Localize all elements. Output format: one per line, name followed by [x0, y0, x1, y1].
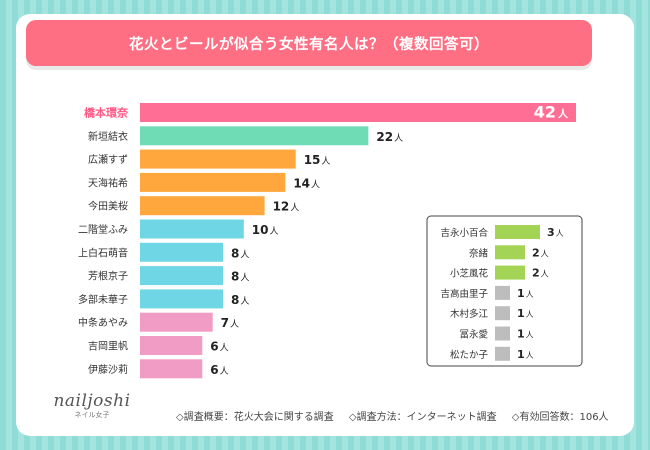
inset-bar — [495, 265, 525, 280]
bar — [140, 336, 203, 355]
bar-value-label: 10人 — [252, 223, 279, 237]
bar — [140, 149, 296, 169]
bar-value-label: 6人 — [210, 363, 228, 377]
inset-bar — [495, 326, 510, 341]
bar — [140, 172, 286, 192]
footer-method: ◇調査方法：インターネット調査 — [348, 412, 497, 423]
bar-value-label: 42 人 — [534, 103, 569, 122]
bar-label: 多部未華子 — [78, 293, 128, 306]
inset-bar-value-label: 1人 — [517, 307, 534, 320]
bar — [140, 103, 576, 122]
inset-bar-label: 吉高由里子 — [440, 288, 488, 300]
bar — [140, 242, 224, 262]
inset-bar-label: 吉永小百合 — [440, 227, 488, 239]
bar-label: 今田美桜 — [88, 200, 128, 213]
inset-bar — [495, 225, 540, 239]
bar-label: 芳根京子 — [88, 270, 128, 283]
bar-label: 中条あやみ — [78, 316, 128, 329]
bar-value-label: 14人 — [293, 176, 320, 190]
inset-bar-value-label: 1人 — [517, 348, 534, 361]
footer: ◇調査概要：花火大会に関する調査 ◇調査方法：インターネット調査 ◇有効回答数：… — [176, 408, 621, 423]
inset-bar-value-label: 1人 — [517, 287, 534, 300]
footer-overview: ◇調査概要：花火大会に関する調査 — [176, 412, 334, 423]
inset-bar — [495, 285, 510, 300]
logo-subtext: ネイル女子 — [74, 411, 110, 419]
inset-bar-value-label: 3人 — [547, 226, 564, 239]
inset-bar-value-label: 2人 — [532, 267, 549, 280]
bar-value-label: 6人 — [210, 340, 228, 354]
bar-value-label: 22人 — [376, 130, 403, 144]
bar — [140, 196, 265, 216]
inset-bar — [495, 245, 525, 260]
bar-value-label: 8人 — [231, 293, 249, 307]
bar — [140, 266, 224, 286]
bar — [140, 312, 213, 332]
bar-label: 上白石萌音 — [78, 246, 128, 259]
bar-value-label: 15人 — [304, 153, 331, 167]
bar — [140, 289, 224, 309]
bar — [140, 219, 244, 239]
bar-value-label: 7人 — [221, 316, 239, 330]
inset-bar-label: 奈緒 — [469, 247, 489, 259]
bar-label: 吉岡里帆 — [88, 340, 128, 353]
bar-value-label: 8人 — [231, 246, 249, 260]
inset-bar-label: 小芝風花 — [450, 268, 489, 280]
bar-label: 広瀬すず — [88, 153, 128, 166]
inset-bar — [495, 346, 510, 361]
bar-value-label: 8人 — [231, 270, 249, 284]
chart-title: 花火とビールが似合う女性有名人は？（複数回答可） — [129, 36, 489, 53]
bar — [140, 359, 203, 379]
bar-label: 二階堂ふみ — [78, 224, 128, 236]
bar — [140, 126, 369, 146]
bar-label: 天海祐希 — [88, 176, 128, 189]
logo: nailjoshi ネイル女子 — [42, 391, 142, 420]
inset-bar-label: 冨永愛 — [459, 329, 488, 341]
inset-bar — [495, 306, 510, 321]
inset-bar-value-label: 2人 — [532, 246, 549, 259]
title-bar: 花火とビールが似合う女性有名人は？（複数回答可） — [26, 20, 592, 66]
bar-label: 橋本環奈 — [84, 106, 129, 120]
bar-label: 伊藤沙莉 — [88, 364, 128, 376]
bar-value-label: 12人 — [273, 200, 300, 214]
inset-bar-value-label: 1人 — [517, 328, 534, 341]
inset-bar-label: 松たか子 — [450, 349, 489, 361]
bar-label: 新垣結衣 — [88, 130, 128, 143]
inset-bar-label: 木村多江 — [450, 308, 489, 320]
logo-text: nailjoshi — [53, 391, 131, 411]
footer-respondents: ◇有効回答数：106人 — [511, 412, 609, 423]
